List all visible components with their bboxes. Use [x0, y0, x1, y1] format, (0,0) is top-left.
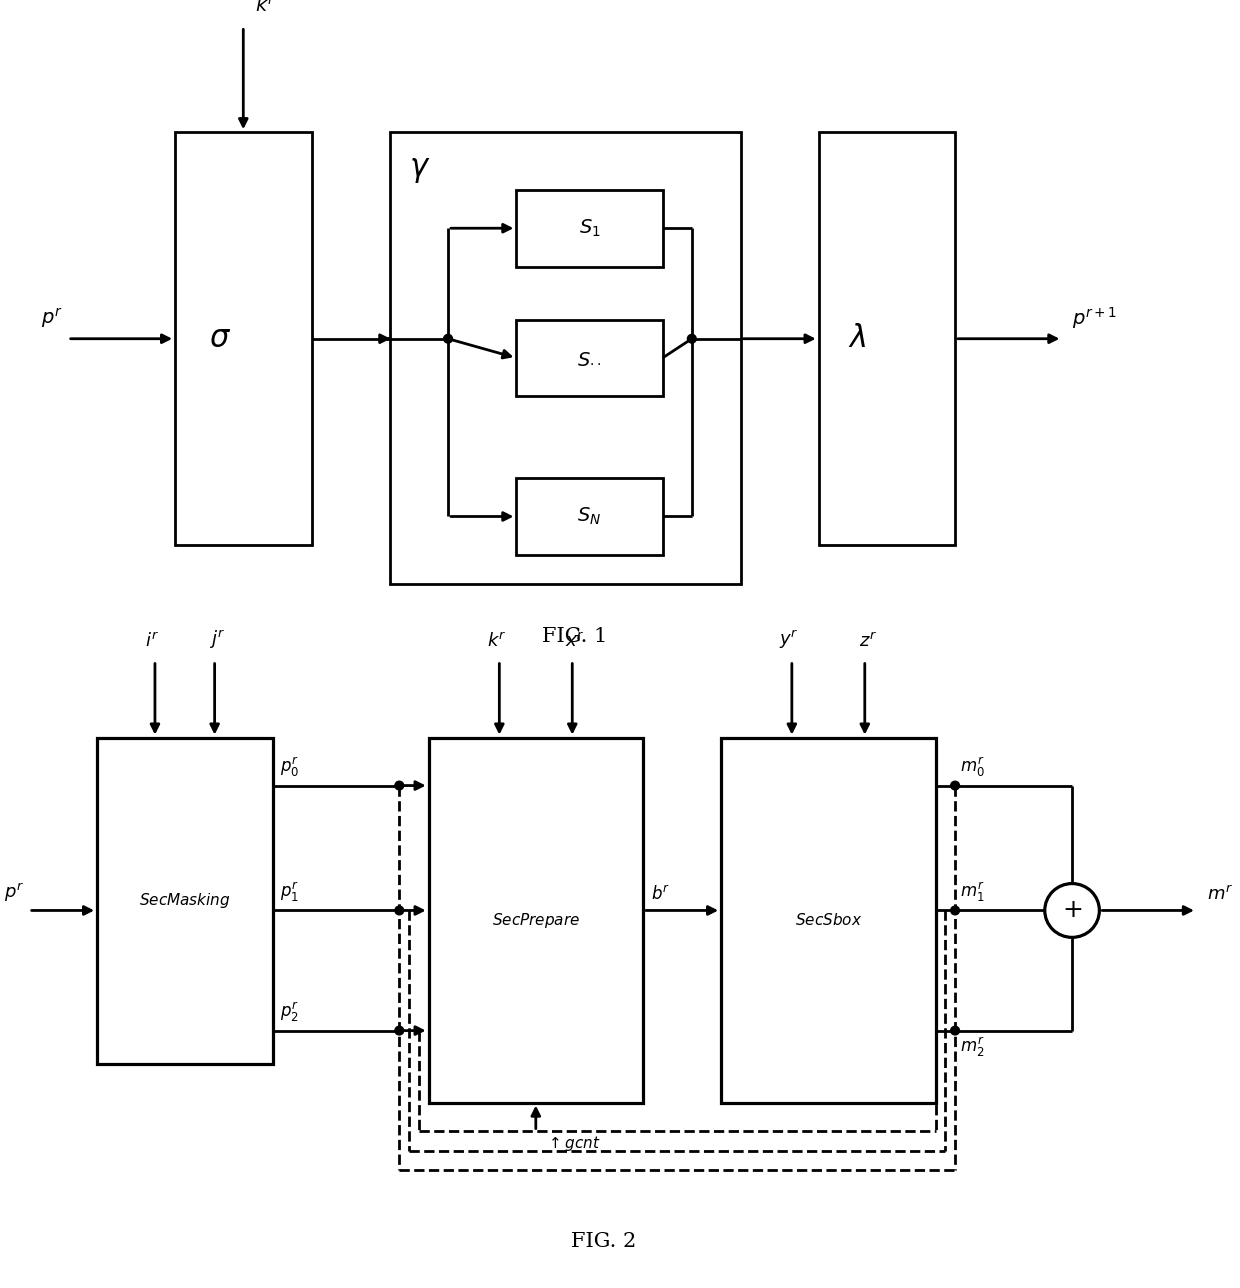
Text: $i^r$: $i^r$	[145, 632, 159, 650]
Text: $p^r$: $p^r$	[4, 881, 24, 904]
Bar	[97, 738, 273, 1064]
Text: $x^r$: $x^r$	[565, 632, 585, 650]
Text: $y^r$: $y^r$	[779, 629, 799, 650]
Bar	[516, 319, 662, 397]
Text: $\mathit{SecSbox}$: $\mathit{SecSbox}$	[795, 912, 862, 929]
Text: $S_1$: $S_1$	[579, 218, 600, 238]
Circle shape	[951, 782, 960, 790]
Text: $b^r$: $b^r$	[651, 885, 670, 904]
Circle shape	[687, 335, 696, 343]
Text: $\uparrow gcnt$: $\uparrow gcnt$	[546, 1135, 600, 1153]
Circle shape	[394, 782, 404, 790]
Bar	[175, 133, 311, 545]
Text: $z^r$: $z^r$	[858, 632, 877, 650]
Text: $m^r$: $m^r$	[1207, 885, 1233, 904]
Bar	[516, 478, 662, 555]
Text: $p_2^r$: $p_2^r$	[280, 1001, 299, 1024]
Bar	[722, 738, 935, 1103]
Text: $p_1^r$: $p_1^r$	[280, 880, 299, 904]
Bar	[818, 133, 955, 545]
Bar	[516, 189, 662, 267]
Text: $\lambda$: $\lambda$	[848, 325, 866, 353]
Text: $\gamma$: $\gamma$	[409, 156, 430, 185]
Circle shape	[444, 335, 453, 343]
Text: $p^r$: $p^r$	[41, 307, 63, 331]
Text: $k^r$: $k^r$	[486, 632, 506, 650]
Text: $\mathit{SecPrepare}$: $\mathit{SecPrepare}$	[491, 911, 580, 930]
Text: $j^r$: $j^r$	[210, 629, 226, 650]
Bar	[429, 738, 644, 1103]
Text: $+$: $+$	[1061, 899, 1083, 922]
Text: $p^{r+1}$: $p^{r+1}$	[1073, 305, 1117, 331]
Text: $\sigma$: $\sigma$	[210, 325, 232, 353]
Text: $S_N$: $S_N$	[578, 506, 601, 527]
Circle shape	[951, 1027, 960, 1034]
Circle shape	[394, 1027, 404, 1034]
Bar	[389, 133, 740, 583]
Text: $m_1^r$: $m_1^r$	[960, 880, 985, 904]
Circle shape	[951, 907, 960, 914]
Text: $\mathit{SecMasking}$: $\mathit{SecMasking}$	[139, 891, 231, 911]
Text: $S_{\cdot\cdot}$: $S_{\cdot\cdot}$	[578, 349, 601, 367]
Text: FIG. 2: FIG. 2	[572, 1233, 636, 1252]
Text: FIG. 1: FIG. 1	[542, 627, 608, 647]
Text: $p_0^r$: $p_0^r$	[280, 755, 300, 779]
Circle shape	[394, 907, 404, 914]
Text: $k^r$: $k^r$	[255, 0, 277, 17]
Text: $m_0^r$: $m_0^r$	[960, 755, 985, 779]
Text: $m_2^r$: $m_2^r$	[960, 1036, 985, 1059]
